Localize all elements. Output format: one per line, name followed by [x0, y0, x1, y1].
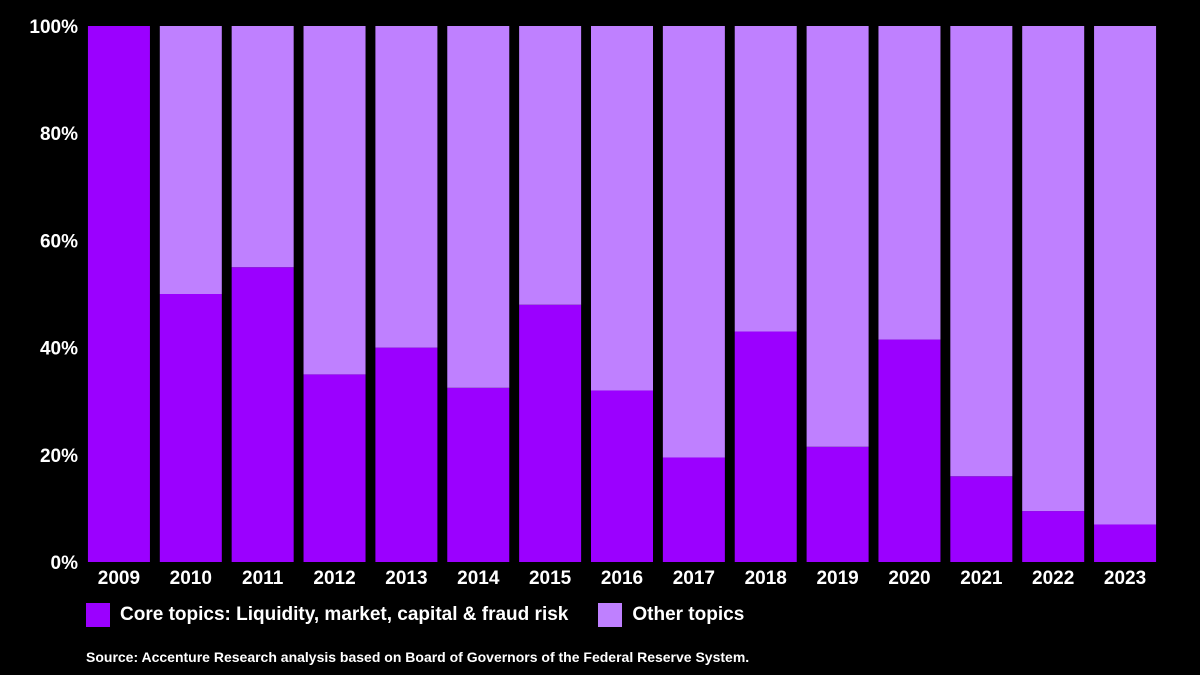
bar-core-2009 [87, 26, 150, 562]
bar-core-2023 [1094, 524, 1157, 562]
bar-other-2010 [159, 26, 222, 294]
bar-other-2015 [519, 26, 582, 305]
x-tick-label: 2013 [385, 568, 427, 589]
x-tick-label: 2017 [673, 568, 715, 589]
bar-core-2016 [591, 390, 653, 562]
y-tick-label: 0% [51, 553, 79, 574]
legend-label-core: Core topics: Liquidity, market, capital … [120, 604, 569, 625]
bar-core-2020 [878, 339, 941, 562]
x-tick-label: 2011 [242, 568, 284, 589]
bar-core-2017 [662, 457, 725, 562]
legend-swatch-core [86, 603, 110, 627]
y-tick-label: 20% [40, 446, 78, 467]
bar-core-2012 [303, 374, 366, 562]
bar-other-2016 [591, 26, 653, 391]
legend-item-core: Core topics: Liquidity, market, capital … [86, 603, 568, 627]
x-tick-label: 2023 [1104, 568, 1146, 589]
bar-other-2018 [734, 26, 797, 332]
bar-core-2011 [231, 267, 294, 562]
bar-other-2011 [231, 26, 294, 268]
legend-swatch-other [598, 603, 623, 627]
x-tick-label: 2010 [170, 568, 212, 589]
bar-core-2013 [375, 347, 438, 562]
x-tick-label: 2009 [98, 568, 140, 589]
x-tick-label: 2020 [888, 568, 930, 589]
x-tick-label: 2021 [960, 568, 1003, 589]
bar-other-2020 [878, 26, 941, 340]
y-tick-label: 80% [40, 124, 78, 145]
x-tick-label: 2012 [313, 568, 355, 589]
bar-other-2012 [303, 26, 366, 375]
bar-other-2017 [662, 26, 725, 458]
legend-item-other: Other topics [598, 603, 744, 627]
bar-core-2015 [519, 304, 582, 562]
legend-label-other: Other topics [632, 604, 745, 625]
bar-core-2010 [159, 294, 222, 562]
y-tick-label: 100% [29, 17, 78, 38]
x-tick-label: 2014 [457, 568, 500, 589]
x-tick-label: 2018 [745, 568, 787, 589]
x-tick-label: 2015 [529, 568, 572, 589]
stacked-bar-chart: 0% 20% 40% 60% 80% 100% 2009 2010 2011 2012 2013 20… [29, 17, 1157, 589]
y-tick-label: 40% [40, 339, 78, 360]
bar-core-2014 [447, 387, 510, 562]
bar-core-2021 [950, 476, 1013, 562]
bar-other-2023 [1094, 26, 1157, 525]
bar-other-2019 [806, 26, 869, 447]
bar-core-2019 [806, 446, 869, 562]
bar-core-2018 [734, 331, 797, 562]
bar-other-2022 [1022, 26, 1085, 512]
legend: Core topics: Liquidity, market, capital … [86, 603, 774, 627]
bar-other-2014 [447, 26, 510, 388]
y-tick-label: 60% [40, 231, 78, 252]
bar-other-2021 [950, 26, 1013, 477]
bar-other-2013 [375, 26, 438, 348]
bar-core-2022 [1022, 511, 1085, 562]
x-tick-label: 2016 [601, 568, 643, 589]
x-tick-label: 2019 [816, 568, 858, 589]
x-tick-label: 2022 [1032, 568, 1074, 589]
source-note: Source: Accenture Research analysis base… [86, 649, 750, 665]
